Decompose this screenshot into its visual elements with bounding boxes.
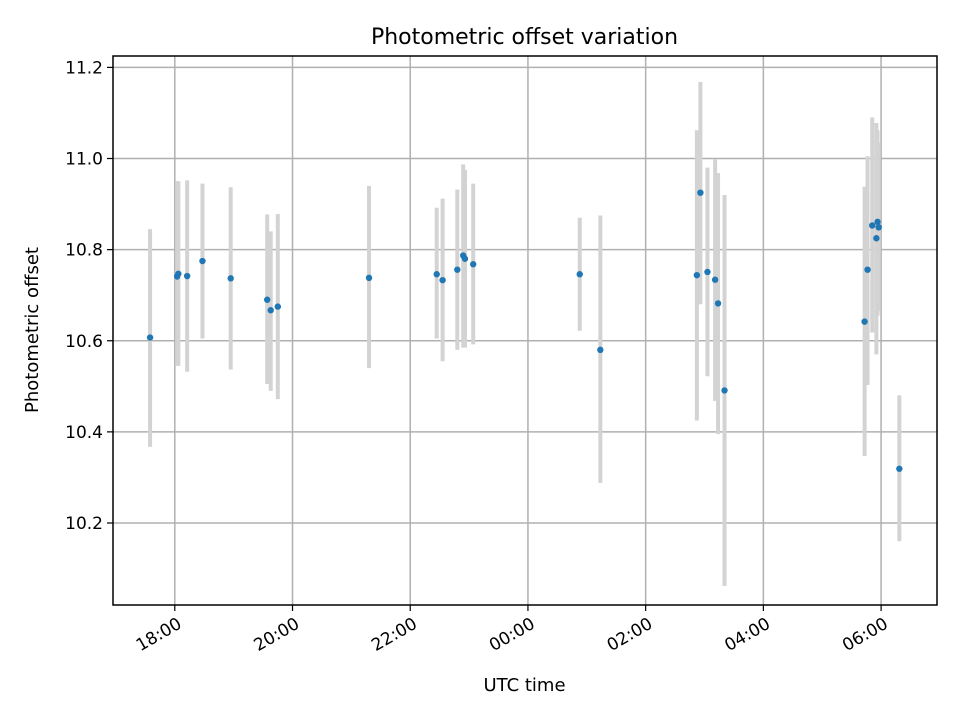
- data-point: [864, 266, 871, 273]
- data-point: [454, 266, 461, 273]
- y-tick-label: 10.2: [65, 514, 103, 534]
- x-tick-label: 04:00: [721, 614, 773, 656]
- data-point: [267, 307, 274, 314]
- data-point: [861, 318, 868, 325]
- x-tick-label: 18:00: [133, 614, 185, 656]
- data-point: [146, 334, 154, 341]
- data-point: [869, 222, 876, 229]
- x-tick-label: 22:00: [368, 614, 420, 656]
- data-point: [714, 300, 722, 307]
- data-point: [199, 257, 206, 265]
- chart-title: Photometric offset variation: [371, 25, 678, 50]
- x-axis-label: UTC time: [483, 675, 565, 696]
- plot-frame: [112, 55, 938, 606]
- y-tick-label: 11.0: [65, 150, 103, 170]
- data-point: [693, 271, 701, 279]
- x-tick-label: 06:00: [839, 614, 891, 656]
- data-point: [873, 235, 880, 242]
- data-point: [874, 218, 881, 226]
- data-point: [461, 255, 469, 262]
- data-points: [146, 189, 903, 472]
- data-point: [697, 189, 704, 196]
- data-point: [183, 272, 191, 280]
- data-point: [704, 268, 711, 276]
- data-point: [439, 276, 446, 284]
- y-axis: 10.2 10.4 10.6 10.8 11.0 11.2: [65, 58, 113, 534]
- data-point: [274, 303, 281, 310]
- data-point: [264, 296, 271, 303]
- data-point: [227, 275, 234, 282]
- y-tick-label: 10.6: [65, 332, 103, 352]
- data-point: [175, 270, 182, 277]
- data-point: [711, 276, 719, 283]
- data-point: [875, 224, 882, 231]
- y-tick-label: 11.2: [65, 58, 103, 78]
- x-tick-label: 02:00: [604, 614, 656, 656]
- y-tick-label: 10.4: [65, 423, 103, 443]
- gridlines: [113, 56, 937, 605]
- data-point: [433, 271, 440, 278]
- x-tick-label: 00:00: [486, 614, 538, 656]
- data-point: [721, 387, 728, 394]
- data-point: [576, 271, 583, 278]
- x-axis: 18:00 20:00 22:00 00:00 02:00 04:00 06:00: [133, 605, 892, 656]
- x-tick-label: 20:00: [251, 614, 303, 656]
- data-point: [365, 274, 373, 282]
- error-bars: [148, 81, 902, 586]
- y-axis-label: Photometric offset: [22, 247, 43, 413]
- data-point: [896, 465, 903, 472]
- data-point: [470, 261, 477, 268]
- y-tick-label: 10.8: [65, 241, 103, 261]
- data-point: [597, 346, 604, 354]
